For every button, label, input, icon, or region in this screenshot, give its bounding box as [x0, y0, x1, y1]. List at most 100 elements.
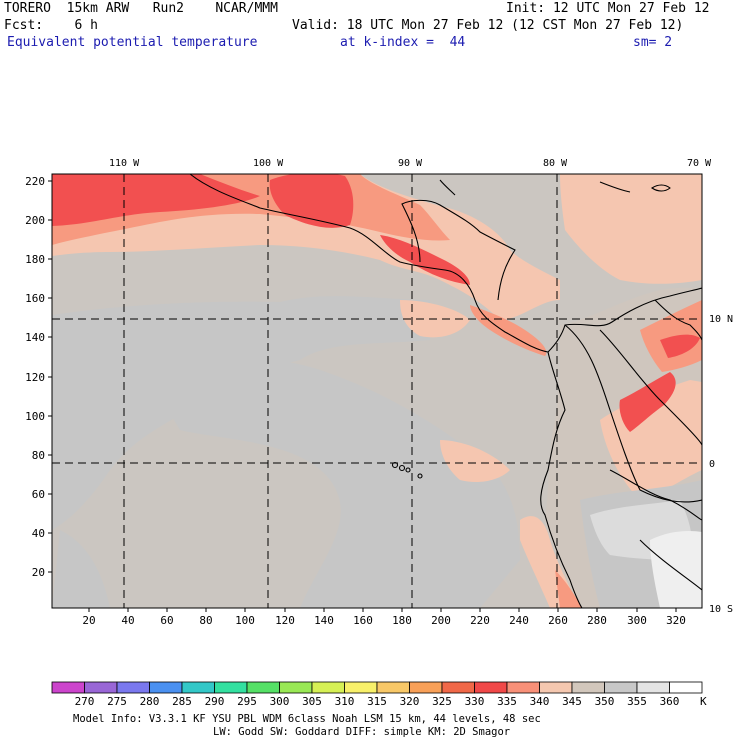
legend-level-label: 305: [302, 695, 322, 708]
legend-level-label: 320: [400, 695, 420, 708]
y-tick-label: 100: [25, 410, 45, 423]
y-tick-label: 220: [25, 175, 45, 188]
y-tick-label: 140: [25, 331, 45, 344]
x-tick-label: 160: [353, 614, 373, 627]
lat-label-0: 0: [709, 459, 715, 470]
forecast-hour: Fcst: 6 h: [4, 18, 98, 33]
y-tick-label: 200: [25, 214, 45, 227]
pacific-coast-central-america: [189, 174, 549, 353]
cool-pool-south: [150, 359, 520, 608]
legend-level-label: 335: [497, 695, 517, 708]
hot-core-andes: [619, 372, 676, 432]
caribbean-coast-central-america: [401, 199, 516, 301]
legend-swatch: [604, 681, 638, 694]
legend-swatch: [116, 681, 150, 694]
model-info-line: Model Info: V3.3.1 KF YSU PBL WDM 6class…: [73, 713, 541, 725]
y-tick-label: 40: [32, 527, 45, 540]
legend-swatch: [279, 681, 313, 694]
field-shading: [52, 174, 702, 608]
legend-swatch: [214, 681, 248, 694]
y-tick-label: 20: [32, 566, 45, 579]
field-name: Equivalent potential temperature: [7, 35, 258, 50]
x-tick-label: 180: [392, 614, 412, 627]
legend-level-label: 355: [627, 695, 647, 708]
lat-label-10s: 10 S: [709, 604, 733, 615]
legend-level-label: 275: [107, 695, 127, 708]
legend-swatch: [474, 681, 508, 694]
x-tick-label: 140: [314, 614, 334, 627]
legend-level-label: 295: [237, 695, 257, 708]
legend-level-label: 315: [367, 695, 387, 708]
south-america-north-coast: [547, 287, 702, 353]
legend-level-label: 280: [140, 695, 160, 708]
legend-level-label: 310: [335, 695, 355, 708]
model-title: TORERO 15km ARW Run2 NCAR/MMM: [4, 1, 278, 16]
y-axis: 220 200 180 160 140 120 100 80 60 40 20: [25, 175, 45, 579]
legend-level-label: 340: [530, 695, 550, 708]
lon-label-90w: 90 W: [398, 158, 423, 169]
legend-level-label: 290: [205, 695, 225, 708]
coastlines: [189, 174, 702, 608]
y-tick-label: 180: [25, 253, 45, 266]
legend-swatch: [441, 681, 475, 694]
x-tick-label: 40: [121, 614, 134, 627]
lon-label-70w: 70 W: [687, 158, 712, 169]
legend-swatch: [669, 681, 703, 694]
x-tick-label: 80: [199, 614, 212, 627]
hot-core-west: [52, 174, 260, 226]
south-america-west-coast: [540, 351, 583, 608]
x-tick-label: 280: [587, 614, 607, 627]
x-tick-label: 240: [509, 614, 529, 627]
x-axis: 20 40 60 80 100 120 140 160 180 200 220 …: [82, 614, 686, 627]
legend-level-label: 300: [270, 695, 290, 708]
level-index: at k-index = 44: [340, 35, 466, 50]
x-tick-label: 200: [431, 614, 451, 627]
x-tick-label: 100: [235, 614, 255, 627]
legend-swatch: [149, 681, 183, 694]
legend-level-label: 360: [660, 695, 680, 708]
legend-swatch: [376, 681, 410, 694]
cool-pool-west: [52, 296, 430, 530]
legend-level-label: 345: [562, 695, 582, 708]
legend-swatch: [51, 681, 85, 694]
legend-unit: K: [700, 695, 707, 708]
y-tick-label: 80: [32, 449, 45, 462]
valid-time: Valid: 18 UTC Mon 27 Feb 12 (12 CST Mon …: [292, 18, 684, 33]
x-tick-label: 60: [160, 614, 173, 627]
lon-label-110w: 110 W: [109, 158, 140, 169]
smoothing-label: sm= 2: [633, 35, 673, 50]
x-tick-label: 300: [627, 614, 647, 627]
init-time: Init: 12 UTC Mon 27 Feb 12: [506, 1, 710, 16]
y-tick-label: 160: [25, 292, 45, 305]
legend-level-label: 270: [75, 695, 95, 708]
legend-swatch: [636, 681, 670, 694]
x-tick-label: 20: [82, 614, 95, 627]
legend-level-label: 350: [595, 695, 615, 708]
legend-swatch: [246, 681, 280, 694]
legend-level-label: 325: [432, 695, 452, 708]
legend-swatch: [539, 681, 573, 694]
andes-border: [564, 324, 702, 503]
x-tick-label: 320: [666, 614, 686, 627]
color-legend: [51, 681, 703, 694]
y-tick-label: 60: [32, 488, 45, 501]
lat-label-10n: 10 N: [709, 314, 733, 325]
legend-swatch: [311, 681, 345, 694]
graticule: [52, 174, 702, 608]
x-tick-label: 120: [275, 614, 295, 627]
physics-info-line: LW: Godd SW: Goddard DIFF: simple KM: 2D…: [213, 726, 510, 738]
legend-swatch: [181, 681, 215, 694]
y-tick-label: 120: [25, 371, 45, 384]
lon-label-100w: 100 W: [253, 158, 284, 169]
legend-swatch: [409, 681, 443, 694]
legend-swatch: [84, 681, 118, 694]
lon-label-80w: 80 W: [543, 158, 568, 169]
legend-swatch: [344, 681, 378, 694]
legend-level-label: 330: [465, 695, 485, 708]
legend-swatch: [506, 681, 540, 694]
legend-level-label: 285: [172, 695, 192, 708]
x-tick-label: 260: [548, 614, 568, 627]
plot-frame: [51, 173, 703, 609]
x-tick-label: 220: [470, 614, 490, 627]
